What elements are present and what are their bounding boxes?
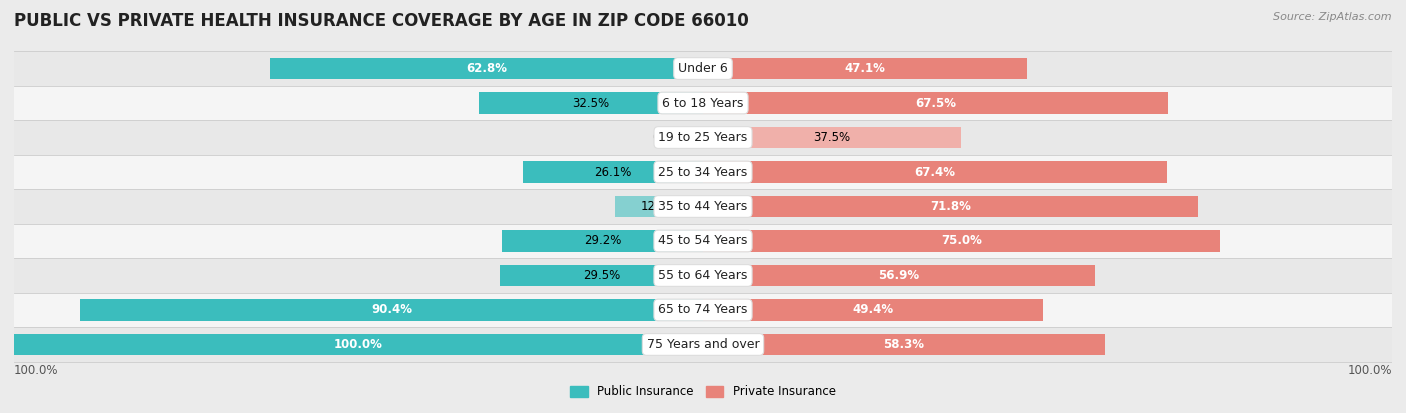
Text: Under 6: Under 6 — [678, 62, 728, 75]
Text: 29.2%: 29.2% — [583, 235, 621, 247]
Legend: Public Insurance, Private Insurance: Public Insurance, Private Insurance — [571, 385, 835, 399]
Bar — [703, 127, 962, 148]
Text: 56.9%: 56.9% — [879, 269, 920, 282]
Bar — [270, 58, 703, 79]
Text: 62.8%: 62.8% — [467, 62, 508, 75]
Bar — [14, 120, 1392, 155]
Bar — [14, 327, 1392, 362]
Text: 65 to 74 Years: 65 to 74 Years — [658, 304, 748, 316]
Text: 67.4%: 67.4% — [915, 166, 956, 178]
Bar — [703, 230, 1219, 252]
Text: 55 to 64 Years: 55 to 64 Years — [658, 269, 748, 282]
Text: 37.5%: 37.5% — [814, 131, 851, 144]
Text: 26.1%: 26.1% — [595, 166, 631, 178]
Text: 75 Years and over: 75 Years and over — [647, 338, 759, 351]
Bar — [523, 161, 703, 183]
Bar — [14, 51, 1392, 86]
Text: 58.3%: 58.3% — [883, 338, 924, 351]
Bar — [80, 299, 703, 320]
Bar — [703, 196, 1198, 217]
Bar — [479, 93, 703, 114]
Text: 0.0%: 0.0% — [652, 131, 682, 144]
Text: 90.4%: 90.4% — [371, 304, 412, 316]
Bar — [14, 258, 1392, 293]
Bar — [703, 93, 1168, 114]
Bar — [14, 155, 1392, 189]
Text: 100.0%: 100.0% — [14, 364, 59, 377]
Text: 29.5%: 29.5% — [582, 269, 620, 282]
Bar — [14, 224, 1392, 258]
Bar — [14, 293, 1392, 327]
Text: 100.0%: 100.0% — [335, 338, 382, 351]
Bar — [14, 189, 1392, 224]
Text: 32.5%: 32.5% — [572, 97, 610, 109]
Text: 25 to 34 Years: 25 to 34 Years — [658, 166, 748, 178]
Text: 49.4%: 49.4% — [852, 304, 894, 316]
Bar — [703, 265, 1095, 286]
Text: 19 to 25 Years: 19 to 25 Years — [658, 131, 748, 144]
Bar — [14, 86, 1392, 120]
Bar — [14, 334, 703, 355]
Bar — [703, 299, 1043, 320]
Bar — [703, 58, 1028, 79]
Text: 6 to 18 Years: 6 to 18 Years — [662, 97, 744, 109]
Text: 75.0%: 75.0% — [941, 235, 981, 247]
Text: Source: ZipAtlas.com: Source: ZipAtlas.com — [1274, 12, 1392, 22]
Text: 71.8%: 71.8% — [929, 200, 970, 213]
Bar — [502, 230, 703, 252]
Text: 67.5%: 67.5% — [915, 97, 956, 109]
Text: 35 to 44 Years: 35 to 44 Years — [658, 200, 748, 213]
Text: 12.8%: 12.8% — [640, 200, 678, 213]
Bar — [703, 334, 1105, 355]
Bar — [614, 196, 703, 217]
Text: 100.0%: 100.0% — [1347, 364, 1392, 377]
Text: 47.1%: 47.1% — [845, 62, 886, 75]
Text: PUBLIC VS PRIVATE HEALTH INSURANCE COVERAGE BY AGE IN ZIP CODE 66010: PUBLIC VS PRIVATE HEALTH INSURANCE COVER… — [14, 12, 749, 31]
Bar — [499, 265, 703, 286]
Text: 45 to 54 Years: 45 to 54 Years — [658, 235, 748, 247]
Bar — [703, 161, 1167, 183]
